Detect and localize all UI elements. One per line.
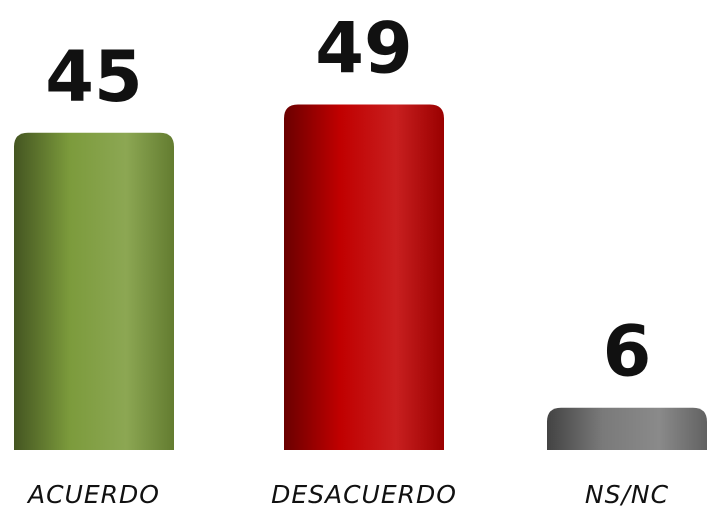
bar xyxy=(14,132,174,450)
value-label: 45 xyxy=(45,36,142,118)
category-label: NS/NC xyxy=(585,480,669,509)
bar xyxy=(547,407,707,450)
value-label: 49 xyxy=(315,8,412,90)
category-label: DESACUERDO xyxy=(271,480,457,509)
bar xyxy=(284,104,444,451)
value-label: 6 xyxy=(603,311,652,393)
category-label: ACUERDO xyxy=(26,480,160,509)
